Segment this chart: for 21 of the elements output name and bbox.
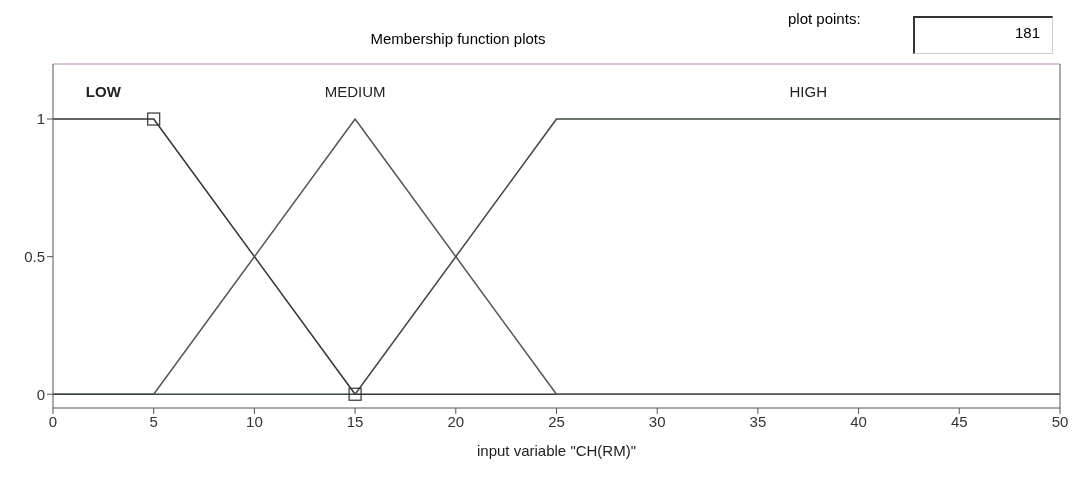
- x-axis-title: input variable "CH(RM)": [476, 442, 637, 459]
- x-tick-label: 0: [48, 412, 58, 430]
- text: plot points:: [788, 10, 861, 27]
- x-tick-label: 35: [749, 412, 767, 430]
- chart-title: Membership function plots: [369, 30, 547, 47]
- input-field: 181: [913, 16, 1053, 54]
- x-tick-label: 50: [1051, 412, 1069, 430]
- x-tick-label: 15: [346, 412, 364, 430]
- series-label: HIGH: [789, 83, 827, 101]
- x-tick-label: 45: [950, 412, 968, 430]
- series-label: LOW: [85, 83, 122, 101]
- x-tick-label: 5: [149, 412, 158, 430]
- y-tick-label: 0.5: [24, 247, 45, 265]
- x-tick-label: 10: [246, 412, 263, 430]
- x-tick-label: 20: [447, 412, 465, 430]
- series-label: MEDIUM: [324, 83, 386, 101]
- y-tick-label: 0: [36, 385, 45, 403]
- y-tick-label: 1: [36, 110, 45, 128]
- x-tick-label: 40: [850, 412, 867, 430]
- x-tick-label: 25: [548, 412, 565, 430]
- x-tick-label: 30: [648, 412, 666, 430]
